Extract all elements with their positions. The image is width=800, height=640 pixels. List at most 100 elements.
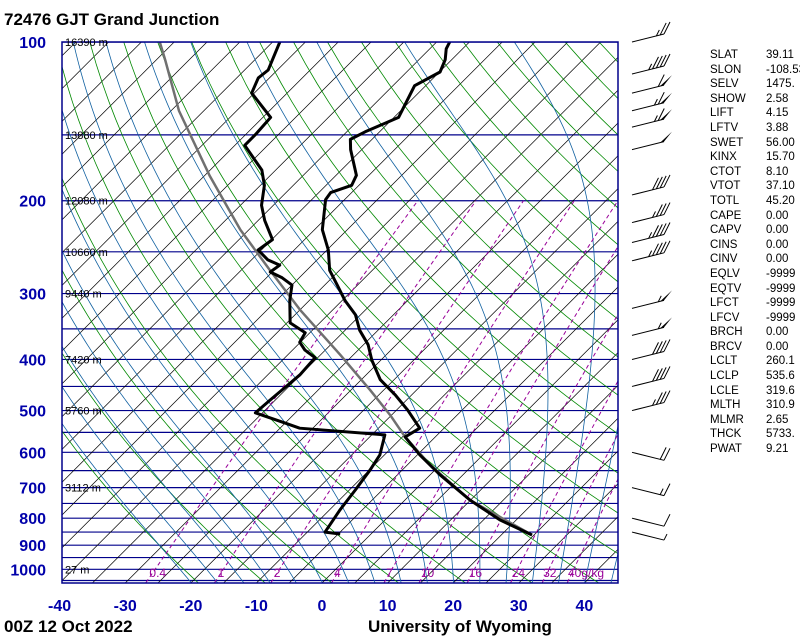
wind-barb-feather: [663, 21, 671, 35]
stat-row: EQTV -9999: [710, 283, 800, 298]
wind-barb-flag: [660, 75, 672, 87]
stat-key: SELV: [710, 78, 739, 91]
stat-value: 5733.: [766, 428, 795, 441]
isotherm-line: [0, 42, 43, 583]
isotherm-line: [321, 286, 618, 583]
pressure-tick-label: 600: [19, 445, 46, 462]
moist-adiabat-line: [144, 42, 428, 583]
stat-value: 3.88: [766, 121, 789, 134]
stat-row: LIFT 4.15: [710, 107, 800, 122]
wind-barb: [631, 53, 671, 75]
wind-barb: [631, 447, 671, 461]
stat-row: LCLP 535.6: [710, 370, 800, 385]
stat-key: KINX: [710, 151, 737, 164]
stat-key: LCLE: [710, 384, 739, 397]
mixing-ratio-label: 16: [469, 566, 483, 580]
isotherm-line: [124, 89, 618, 583]
dry-adiabat-line: [225, 42, 618, 474]
isotherm-line: [452, 417, 618, 583]
moist-adiabat-line: [62, 108, 349, 583]
stat-value: 37.10: [766, 180, 795, 193]
stat-value: 56.00: [766, 136, 795, 149]
pressure-tick-label: 1000: [10, 562, 46, 579]
plot-frame: [61, 41, 619, 584]
isotherm-line: [62, 42, 208, 188]
moist-adiabat-line: [62, 301, 271, 583]
height-label: 13880 m: [65, 130, 108, 142]
isotherm-line: [62, 42, 569, 549]
stat-key: LFCV: [710, 311, 740, 324]
wind-barb-feather: [663, 339, 671, 352]
mixing-ratio-line: [566, 478, 618, 583]
wind-barb-half-feather: [653, 115, 658, 122]
stat-value: 535.6: [766, 370, 795, 383]
isotherm-line: [62, 42, 273, 254]
wind-barb-staff: [631, 33, 665, 43]
moist-adiabat-line: [190, 42, 454, 583]
wind-barb-feather: [655, 224, 663, 237]
wind-barb-feather: [659, 367, 667, 380]
stat-value: 260.1: [766, 355, 795, 368]
temperature-tick-label: 10: [379, 598, 397, 615]
isotherm-line: [62, 42, 241, 221]
wind-barb-feather: [655, 176, 663, 190]
wind-barb-feather: [663, 202, 671, 215]
pressure-tick-label: 100: [19, 35, 46, 52]
dry-adiabat-line: [62, 65, 466, 583]
wind-barb-feather: [657, 108, 665, 121]
height-label: 16390 m: [65, 37, 108, 49]
wind-barb: [631, 21, 671, 43]
stat-value: 0.00: [766, 326, 789, 339]
wind-barb-feather: [659, 241, 667, 254]
stat-row: LFCV -9999: [710, 312, 800, 327]
mixing-ratio-line: [214, 200, 477, 583]
wind-barb-feather: [655, 392, 663, 405]
wind-barb-half-feather: [652, 211, 656, 218]
wind-barb-feather: [663, 240, 671, 254]
stat-key: MLTH: [710, 399, 741, 412]
wind-barb-staff: [631, 252, 665, 262]
moist-adiabat-line: [584, 423, 618, 583]
mixing-ratio-label: 7: [386, 566, 393, 580]
stat-key: CAPV: [710, 224, 742, 237]
moist-adiabat-line: [62, 188, 323, 583]
stat-key: CTOT: [710, 165, 742, 178]
moist-adiabat-line: [72, 42, 376, 583]
isotherm-line: [354, 319, 618, 583]
stat-value: 39.11: [766, 49, 794, 61]
isotherm-line: [62, 42, 77, 57]
stat-row: CTOT 8.10: [710, 166, 800, 181]
dry-adiabat-line: [123, 42, 599, 583]
stat-value: 2.65: [766, 413, 789, 426]
wind-barb-feather: [657, 74, 665, 87]
dry-adiabat-line: [361, 42, 618, 320]
wind-barb-feather: [657, 91, 665, 105]
wind-barb-feather: [659, 391, 667, 404]
wind-barb-feather: [652, 243, 659, 256]
stat-row: MLMR 2.65: [710, 414, 800, 429]
stability-indices-panel: SLAT 39.11 SLON -108.53 SELV 1475. SHOW 2.58 LIF…: [710, 49, 800, 458]
stat-row: CINS 0.00: [710, 239, 800, 254]
wind-barb-feather: [659, 203, 667, 216]
wind-barb-feather: [659, 175, 667, 189]
wind-barb: [631, 202, 671, 224]
wind-barb-staff: [631, 141, 665, 151]
stat-row: THCK 5733.: [710, 428, 800, 443]
dry-adiabat-line: [259, 42, 618, 435]
temperature-tick-label: 40: [576, 598, 594, 615]
temperature-tick-label: 0: [318, 598, 327, 615]
pressure-tick-label: 900: [19, 538, 46, 555]
stat-value: -108.53: [766, 63, 800, 76]
stat-value: 2.58: [766, 92, 789, 105]
moist-adiabat-line: [62, 422, 192, 583]
isotherm-line: [0, 42, 10, 583]
stat-value: 0.00: [766, 224, 789, 237]
moist-adiabat-line: [514, 42, 596, 583]
isotherm-line: [62, 42, 536, 516]
stat-key: MLMR: [710, 413, 744, 426]
isotherm-line: [62, 42, 109, 90]
mixing-ratio-label: 4: [334, 566, 341, 580]
height-label: 12080 m: [65, 196, 108, 208]
plot-area: [0, 42, 618, 583]
stat-row: BRCV 0.00: [710, 341, 800, 356]
